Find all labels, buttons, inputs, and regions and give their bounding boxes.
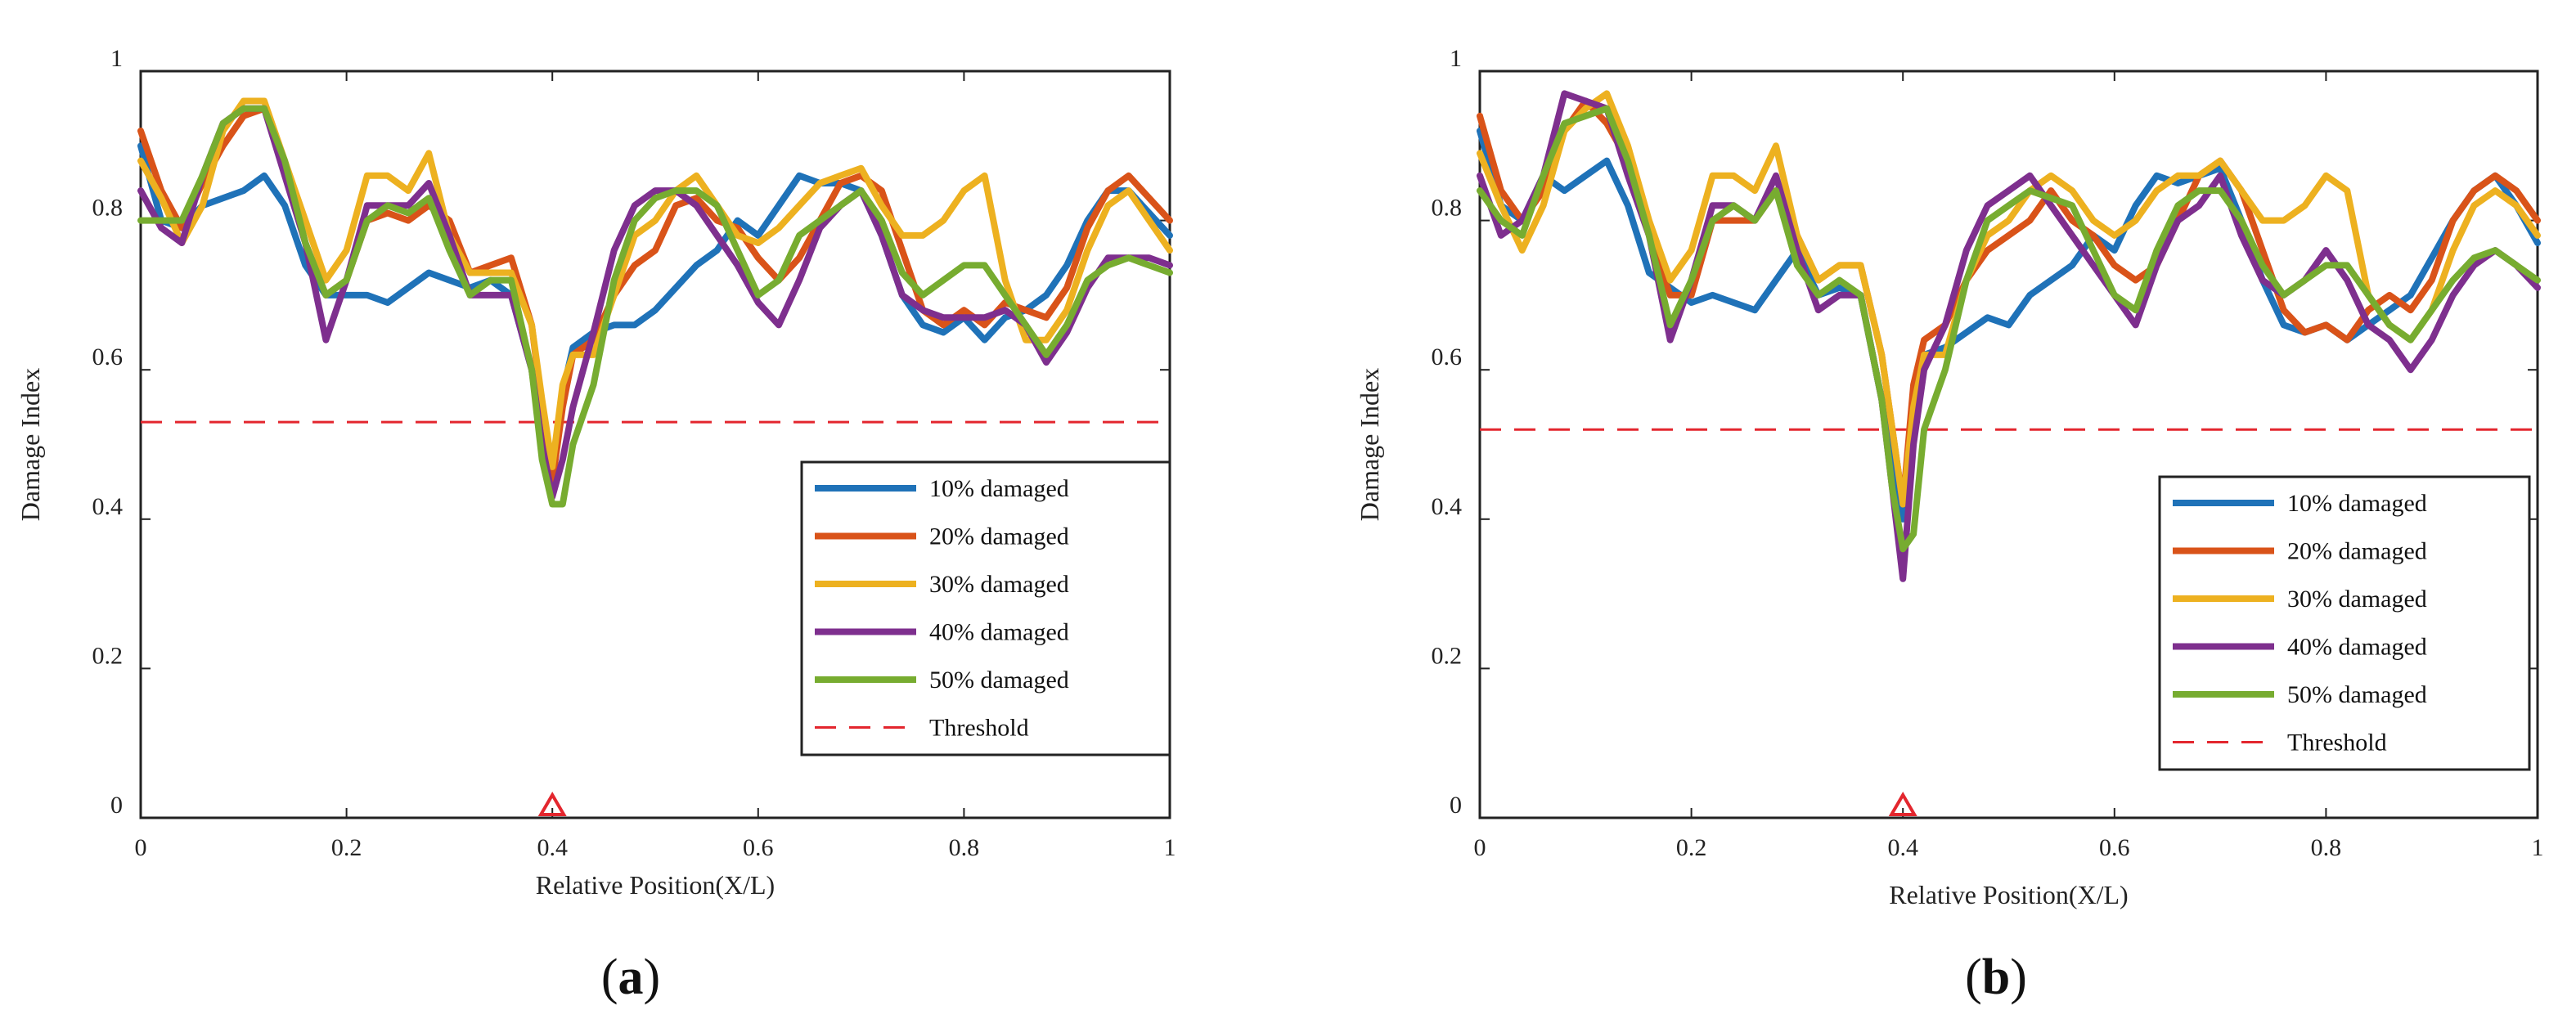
legend-box (800, 460, 1171, 756)
series-line-30pct (1477, 90, 2541, 508)
chart-panel-a: 0 0.2 0.4 0.6 0.8 1 0 0.2 0.4 0.6 0.8 1 Relative Pos… (16, 45, 1176, 1005)
x-tick-label: 0.4 (1887, 834, 1918, 861)
damage-location-marker (1888, 792, 1917, 816)
series-line-20pct (1477, 97, 2541, 508)
x-tick-label: 0 (1474, 834, 1486, 861)
legend-label: 10% damaged (929, 475, 1069, 502)
y-axis-label: Damage Index (16, 368, 45, 521)
y-tick-label: 1 (110, 45, 123, 72)
legend-label: 40% damaged (2287, 634, 2427, 661)
legend-label: 20% damaged (929, 523, 1069, 550)
plot-area-frame (139, 70, 1171, 819)
series-line-50pct (137, 105, 1173, 508)
y-tick-label: 1 (1450, 45, 1462, 72)
legend-label: 20% damaged (2287, 538, 2427, 565)
series-line-30pct (137, 97, 1173, 470)
legend-label: 50% damaged (929, 667, 1069, 694)
legend-label: Threshold (929, 715, 1029, 742)
y-tick-label: 0.2 (92, 642, 124, 669)
x-tick-label: 1 (1164, 834, 1176, 861)
x-tick-label: 0.8 (2311, 834, 2342, 861)
y-tick-label: 0.4 (92, 493, 124, 520)
damage-location-marker (537, 792, 567, 816)
x-tick-label: 0.4 (537, 834, 568, 861)
panel-label: (b) (1965, 949, 2027, 1005)
x-tick-label: 0.6 (743, 834, 774, 861)
y-tick-label: 0.8 (92, 195, 124, 222)
y-tick-label: 0.4 (1432, 493, 1463, 520)
panel-letter: b (1982, 949, 2010, 1005)
x-axis-label: Relative Position(X/L) (536, 870, 775, 900)
panel-label: (a) (601, 949, 660, 1005)
x-tick-label: 0.8 (949, 834, 980, 861)
x-axis-label: Relative Position(X/L) (1889, 880, 2128, 909)
legend-label: 50% damaged (2287, 681, 2427, 708)
legend-label: 10% damaged (2287, 490, 2427, 517)
y-axis-label: Damage Index (1355, 368, 1384, 521)
y-tick-label: 0 (110, 792, 123, 819)
x-tick-label: 1 (2532, 834, 2544, 861)
legend-box (2158, 475, 2531, 771)
legend-label: Threshold (2287, 729, 2387, 756)
y-tick-label: 0.6 (1432, 343, 1463, 370)
series-line-50pct (1477, 105, 2541, 553)
legend-label: 30% damaged (2287, 586, 2427, 613)
x-tick-label: 0.6 (2099, 834, 2130, 861)
series-line-20pct (137, 105, 1173, 486)
panel-letter: a (618, 949, 644, 1005)
x-tick-label: 0 (135, 834, 147, 861)
chart-panel-b: 0 0.2 0.4 0.6 0.8 1 0 0.2 0.4 0.6 0.8 1 Relative Pos… (1355, 45, 2544, 1005)
x-tick-label: 0.2 (331, 834, 362, 861)
series-line-40pct (137, 105, 1173, 501)
y-tick-label: 0.8 (1432, 195, 1463, 222)
y-tick-label: 0.6 (92, 343, 124, 370)
legend-label: 30% damaged (929, 571, 1069, 598)
x-tick-label: 0.2 (1676, 834, 1707, 861)
legend-label: 40% damaged (929, 619, 1069, 646)
y-tick-label: 0 (1450, 792, 1462, 819)
y-tick-label: 0.2 (1432, 642, 1463, 669)
plot-area-frame (1478, 70, 2539, 819)
